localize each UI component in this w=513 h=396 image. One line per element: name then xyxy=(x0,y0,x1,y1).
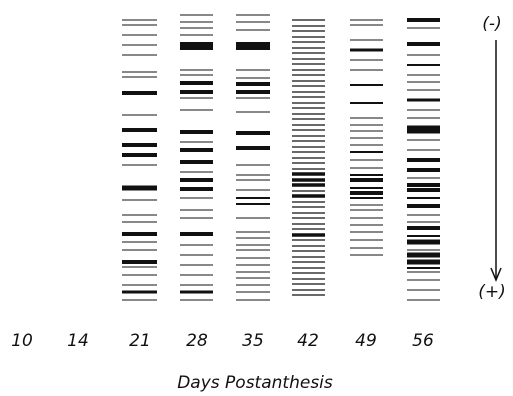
lane-label: 35 xyxy=(242,331,264,351)
gel-bands xyxy=(122,15,440,300)
lane-label: 28 xyxy=(186,331,208,351)
lane-label: 56 xyxy=(412,331,434,351)
lane-label: 42 xyxy=(297,331,319,351)
lane-label: 14 xyxy=(67,331,89,351)
lane-label: 49 xyxy=(355,331,377,351)
negative-pole: (-) xyxy=(482,14,501,34)
x-axis-label: Days Postanthesis xyxy=(177,373,333,393)
lane-label: 21 xyxy=(129,331,151,351)
lane-label: 10 xyxy=(11,331,33,351)
gel-diagram: (-) (+) 10 14 21 28 35 42 49 56 Days Pos… xyxy=(0,0,513,396)
positive-pole: (+) xyxy=(478,282,506,302)
